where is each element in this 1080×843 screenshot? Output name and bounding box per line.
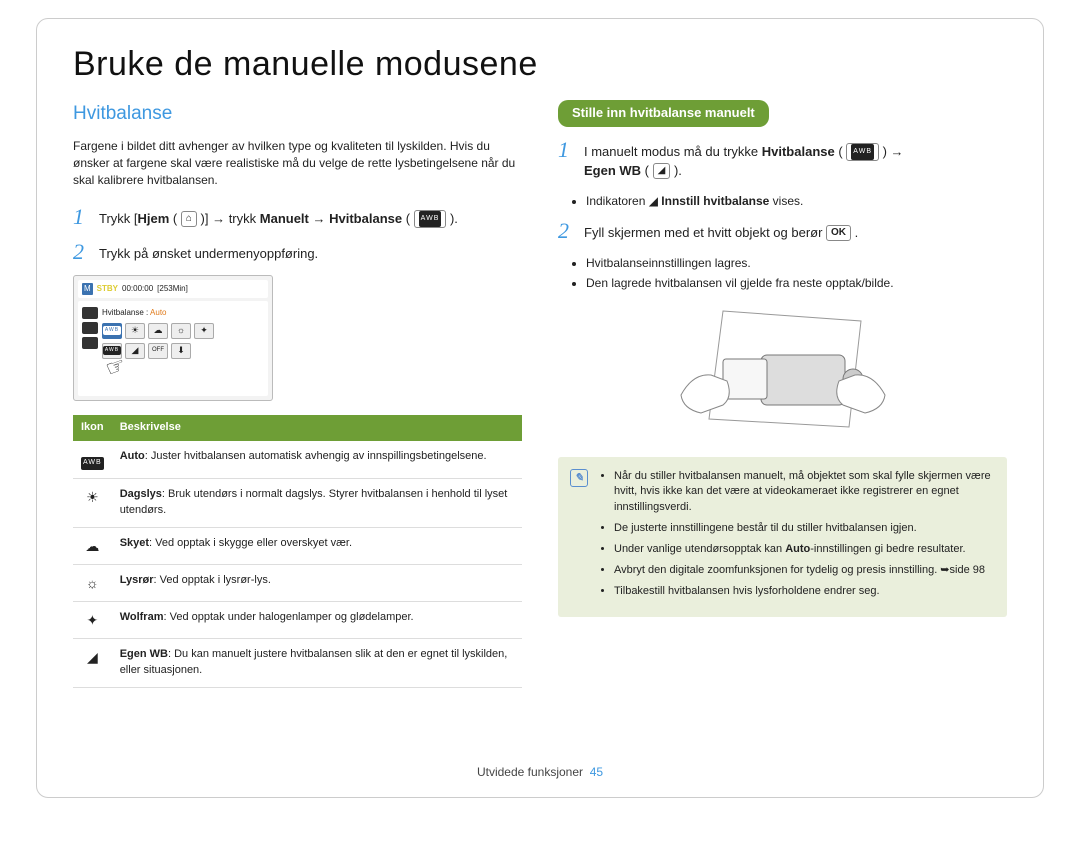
camera-lcd-illustration: M STBY 00:00:00 [253Min] Hvitbalanse : A…	[73, 275, 273, 401]
note-item: De justerte innstillingene består til du…	[614, 521, 993, 537]
table-header-icon: Ikon	[73, 415, 112, 441]
wb-mode-icon: ☼	[73, 564, 112, 601]
right-column: Stille inn hvitbalanse manuelt 1 I manue…	[558, 100, 1007, 688]
step-text: I manuelt modus må du trykke Hvitbalanse…	[584, 139, 1007, 181]
left-step-1: 1 Trykk [Hjem ( ⌂ )] → trykk Manuelt → H…	[73, 206, 522, 229]
right-step-1: 1 I manuelt modus må du trykke Hvitbalan…	[558, 139, 1007, 181]
wb-mode-icon: ◢	[73, 639, 112, 688]
subsection-pill: Stille inn hvitbalanse manuelt	[558, 100, 769, 127]
wb-mode-icon: ✦	[73, 602, 112, 639]
table-row: ☼Lysrør: Ved opptak i lysrør-lys.	[73, 564, 522, 601]
wb-mode-desc: Dagslys: Bruk utendørs i normalt dagslys…	[112, 478, 522, 527]
table-row: ☀Dagslys: Bruk utendørs i normalt dagsly…	[73, 478, 522, 527]
wb-mode-icon: AWB	[73, 441, 112, 478]
right-step-2: 2 Fyll skjermen med et hvitt objekt og b…	[558, 220, 1007, 243]
custom-wb-icon: ◢	[653, 163, 671, 179]
page-frame: Bruke de manuelle modusene Hvitbalanse F…	[36, 18, 1044, 798]
step-text: Trykk [Hjem ( ⌂ )] → trykk Manuelt → Hvi…	[99, 206, 522, 229]
awb-icon: AWB	[414, 210, 447, 228]
wb-mode-desc: Wolfram: Ved opptak under halogenlamper …	[112, 602, 522, 639]
table-row: ◢Egen WB: Du kan manuelt justere hvitbal…	[73, 639, 522, 688]
custom-wb-icon: ◢	[649, 194, 658, 208]
wb-mode-desc: Skyet: Ved opptak i skygge eller oversky…	[112, 527, 522, 564]
note-item: Under vanlige utendørsopptak kan Auto-in…	[614, 542, 993, 558]
step-number: 2	[73, 241, 89, 263]
step-text: Trykk på ønsket undermenyoppføring.	[99, 241, 522, 264]
note-item: Tilbakestill hvitbalansen hvis lysforhol…	[614, 584, 993, 600]
note-info-icon: ✎	[570, 469, 588, 487]
step-number: 2	[558, 220, 574, 242]
page-title: Bruke de manuelle modusene	[73, 45, 1007, 84]
wb-mode-icon: ☁	[73, 527, 112, 564]
content-columns: Hvitbalanse Fargene i bildet ditt avheng…	[73, 100, 1007, 688]
left-column: Hvitbalanse Fargene i bildet ditt avheng…	[73, 100, 522, 688]
note-item: Når du stiller hvitbalansen manuelt, må …	[614, 469, 993, 517]
left-step-2: 2 Trykk på ønsket undermenyoppføring.	[73, 241, 522, 264]
step2-sub: Hvitbalanseinnstillingen lagres. Den lag…	[558, 255, 1007, 293]
page-footer: Utvidede funksjoner 45	[37, 765, 1043, 779]
table-row: ✦Wolfram: Ved opptak under halogenlamper…	[73, 602, 522, 639]
table-header-desc: Beskrivelse	[112, 415, 522, 441]
hands-camera-illustration	[653, 303, 913, 443]
wb-mode-desc: Egen WB: Du kan manuelt justere hvitbala…	[112, 639, 522, 688]
table-row: ☁Skyet: Ved opptak i skygge eller oversk…	[73, 527, 522, 564]
step-text: Fyll skjermen med et hvitt objekt og ber…	[584, 220, 1007, 243]
page-number: 45	[590, 765, 603, 779]
wb-modes-table: Ikon Beskrivelse AWBAuto: Juster hvitbal…	[73, 415, 522, 688]
note-box: ✎ Når du stiller hvitbalansen manuelt, m…	[558, 457, 1007, 618]
home-icon: ⌂	[181, 211, 197, 227]
step-number: 1	[73, 206, 89, 228]
intro-text: Fargene i bildet ditt avhenger av hvilke…	[73, 138, 522, 190]
ok-button-icon: OK	[826, 225, 851, 241]
step1-sub: Indikatoren ◢ Innstill hvitbalanse vises…	[558, 193, 1007, 210]
step-number: 1	[558, 139, 574, 161]
table-row: AWBAuto: Juster hvitbalansen automatisk …	[73, 441, 522, 478]
wb-mode-desc: Lysrør: Ved opptak i lysrør-lys.	[112, 564, 522, 601]
section-title-hvitbalanse: Hvitbalanse	[73, 100, 522, 128]
footer-section: Utvidede funksjoner	[477, 765, 583, 779]
wb-mode-desc: Auto: Juster hvitbalansen automatisk avh…	[112, 441, 522, 478]
wb-mode-icon: ☀	[73, 478, 112, 527]
note-item: Avbryt den digitale zoomfunksjonen for t…	[614, 563, 993, 579]
awb-icon: AWB	[846, 143, 879, 161]
